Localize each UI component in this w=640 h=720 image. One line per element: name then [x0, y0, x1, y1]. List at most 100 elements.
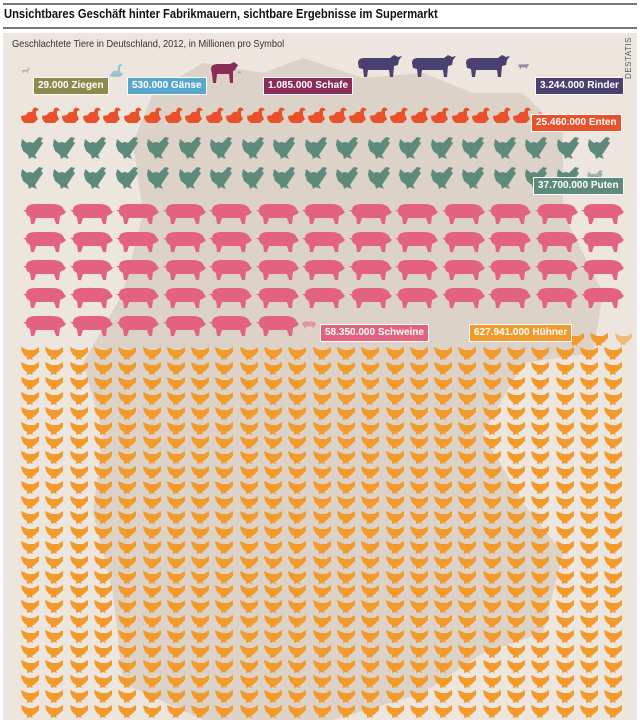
chicken-icon — [142, 376, 161, 390]
chicken-icon — [93, 496, 112, 509]
chicken-icon — [264, 540, 282, 554]
chicken-icon — [215, 406, 234, 420]
chicken-icon — [482, 674, 501, 688]
chicken-icon — [312, 451, 331, 465]
chicken-icon — [336, 555, 355, 569]
chicken-icon — [264, 421, 282, 435]
chicken-icon — [288, 510, 307, 524]
chicken-icon — [385, 436, 404, 450]
chicken-icon — [555, 391, 574, 405]
chicken-icon — [142, 659, 161, 673]
chicken-icon — [361, 600, 380, 614]
chicken-icon — [555, 436, 574, 450]
chicken-icon — [590, 333, 609, 346]
pig-icon — [302, 260, 345, 280]
duck-icon — [472, 107, 490, 123]
chicken-icon — [288, 466, 307, 480]
chicken-icon — [118, 391, 137, 405]
chicken-icon — [555, 540, 574, 554]
chicken-icon — [458, 406, 477, 420]
chicken-icon — [239, 376, 258, 390]
chicken-icon — [555, 570, 574, 584]
chicken-icon — [166, 436, 185, 450]
chicken-icon — [166, 481, 185, 495]
chicken-icon — [69, 615, 88, 629]
chicken-icon — [434, 451, 453, 465]
chicken-icon — [579, 600, 598, 614]
chicken-icon — [93, 391, 112, 405]
pig-icon — [441, 232, 485, 252]
chicken-icon — [482, 659, 501, 673]
chicken-icon — [385, 525, 404, 539]
chicken-icon — [458, 600, 477, 614]
chicken-icon — [458, 421, 477, 435]
chicken-icon — [458, 525, 477, 539]
pig-icon — [488, 288, 531, 308]
turkey-icon — [147, 137, 169, 159]
chicken-icon — [604, 555, 623, 569]
chicken-icon — [191, 689, 210, 703]
chicken-icon — [239, 496, 258, 509]
chicken-icon — [336, 585, 355, 599]
chicken-icon — [312, 540, 331, 554]
chicken-icon — [45, 451, 64, 465]
chicken-icon — [555, 674, 574, 688]
chicken-icon — [361, 555, 380, 569]
chicken-icon — [166, 645, 185, 658]
chicken-icon — [21, 659, 39, 673]
goat-icon — [21, 67, 30, 74]
chicken-icon — [579, 540, 598, 554]
chicken-icon — [361, 391, 380, 405]
chicken-icon — [118, 510, 137, 524]
chicken-icon — [239, 600, 258, 614]
chicken-icon — [239, 481, 258, 495]
turkey-icon — [588, 137, 610, 159]
chicken-icon — [93, 421, 112, 435]
chicken-icon — [579, 555, 598, 569]
chicken-icon — [118, 436, 137, 450]
chicken-icon — [604, 659, 623, 673]
chicken-icon — [458, 451, 477, 465]
chicken-icon — [45, 376, 64, 390]
chicken-icon — [312, 421, 331, 435]
chicken-icon — [604, 421, 623, 435]
chicken-icon — [21, 585, 39, 599]
chicken-icon — [434, 704, 453, 718]
duck-icon — [164, 107, 183, 123]
chicken-icon — [385, 615, 404, 629]
chicken-icon — [336, 645, 355, 658]
duck-icon — [62, 107, 80, 123]
chicken-icon — [409, 391, 428, 405]
pig-icon — [302, 232, 345, 252]
chicken-icon — [579, 689, 598, 703]
chicken-icon — [579, 496, 598, 509]
chicken-icon — [312, 361, 331, 375]
chicken-icon — [336, 436, 355, 450]
chicken-icon — [191, 451, 210, 465]
chicken-icon — [579, 585, 598, 599]
chicken-icon — [215, 615, 234, 629]
chicken-icon — [531, 451, 550, 465]
chicken-icon — [458, 391, 477, 405]
chicken-icon — [239, 436, 258, 450]
turkey-icon — [304, 167, 327, 189]
chicken-icon — [531, 361, 550, 375]
chicken-icon — [239, 704, 258, 718]
chicken-icon — [604, 630, 623, 644]
chicken-icon — [507, 510, 525, 524]
chicken-icon — [118, 421, 137, 435]
chicken-icon — [361, 347, 380, 360]
chicken-icon — [555, 451, 574, 465]
duck-icon — [369, 107, 388, 123]
pig-icon — [255, 316, 299, 336]
chicken-icon — [312, 525, 331, 539]
chicken-icon — [312, 466, 331, 480]
chicken-icon — [507, 585, 525, 599]
pig-icon — [348, 288, 392, 308]
chicken-icon — [118, 451, 137, 465]
pig-icon — [162, 232, 206, 252]
chicken-icon — [458, 481, 477, 495]
chicken-icon — [21, 496, 39, 509]
chicken-icon — [312, 376, 331, 390]
chicken-icon — [69, 630, 88, 644]
